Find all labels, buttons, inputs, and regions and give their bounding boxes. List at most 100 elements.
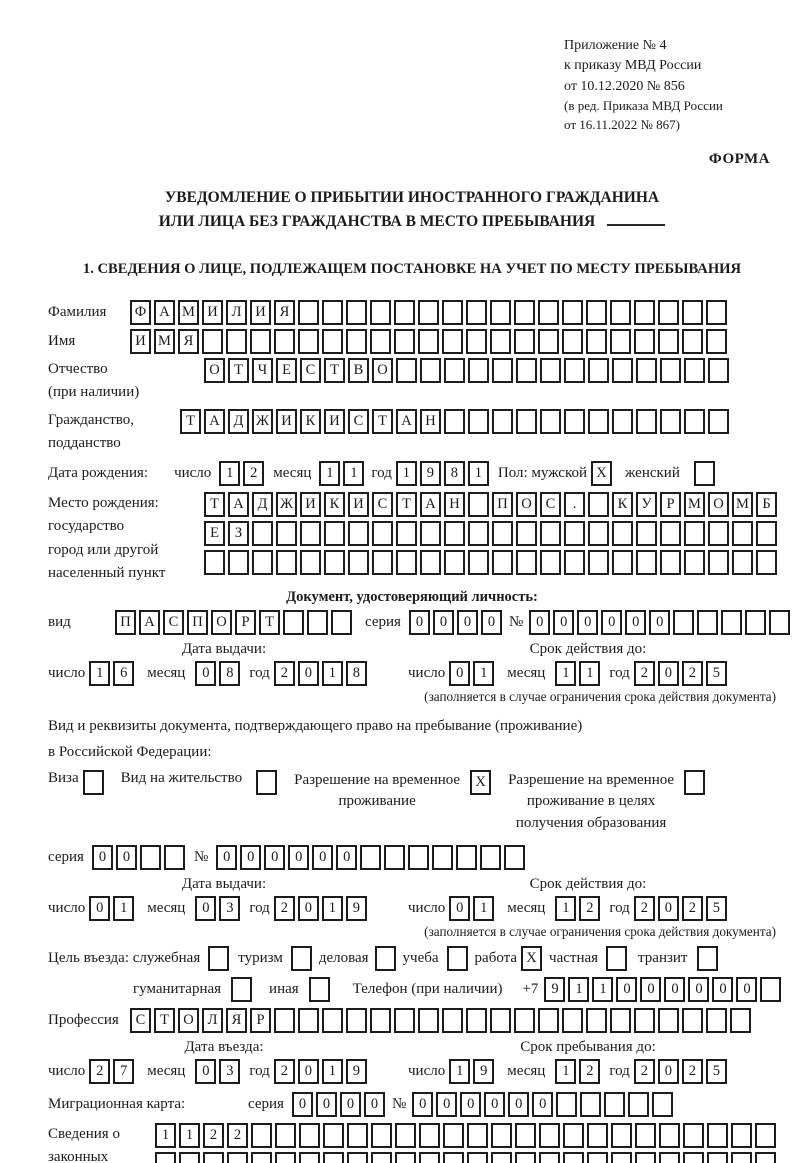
char-box — [298, 329, 319, 355]
char-box: В — [348, 358, 369, 384]
citizenship-label-line1: Гражданство, — [48, 411, 135, 428]
char-box — [628, 1091, 650, 1117]
char-box: 1 — [555, 895, 577, 921]
month-label: месяц — [507, 899, 546, 916]
char-box: 1 — [555, 661, 577, 687]
day-label: число — [408, 665, 446, 682]
char-box: 9 — [419, 461, 441, 487]
char-box — [673, 610, 695, 636]
char-box: С — [372, 492, 393, 518]
char-box: Ж — [252, 408, 273, 434]
char-box: 0 — [240, 844, 262, 870]
char-box — [283, 610, 304, 636]
char-box — [468, 550, 489, 576]
char-box — [514, 300, 535, 326]
day-label: число — [174, 465, 212, 482]
char-box — [82, 769, 104, 795]
char-box — [539, 1151, 560, 1163]
char-box — [634, 1007, 655, 1033]
char-box: П — [492, 492, 513, 518]
char-box — [660, 358, 681, 384]
char-box — [564, 521, 585, 547]
char-box — [684, 408, 705, 434]
char-box: И — [276, 408, 297, 434]
char-box: Л — [202, 1007, 223, 1033]
char-box — [370, 329, 391, 355]
surname-label: Фамилия — [48, 304, 107, 321]
rdoc-expiry-label: Срок действия до: — [529, 875, 647, 892]
char-box: О — [178, 1007, 199, 1033]
char-box — [420, 550, 441, 576]
char-box — [420, 521, 441, 547]
month-label: месяц — [147, 899, 186, 916]
char-box — [322, 300, 343, 326]
purpose-label: Цель въезда: служебная — [48, 949, 201, 966]
char-box — [490, 329, 511, 355]
purpose-study-label: учеба — [402, 949, 439, 966]
char-box — [514, 1007, 535, 1033]
char-box — [516, 550, 537, 576]
char-box — [374, 945, 396, 971]
char-box: О — [708, 492, 729, 518]
char-box — [324, 550, 345, 576]
char-box: О — [516, 492, 537, 518]
char-box — [684, 521, 705, 547]
char-box: Р — [250, 1007, 271, 1033]
char-box: 1 — [113, 895, 135, 921]
char-box: 0 — [640, 976, 662, 1002]
section1-heading: 1. СВЕДЕНИЯ О ЛИЦЕ, ПОДЛЕЖАЩЕМ ПОСТАНОВК… — [82, 261, 742, 278]
residence-doc-checkboxes-row: Виза Вид на жительство Разрешение на вре… — [48, 769, 776, 835]
char-box: 7 — [113, 1058, 135, 1084]
char-box: 1 — [343, 461, 365, 487]
char-box — [756, 550, 777, 576]
char-box — [516, 521, 537, 547]
purpose-study-checkbox — [446, 945, 471, 971]
char-box — [384, 844, 406, 870]
char-box — [683, 1151, 704, 1163]
char-box: 2 — [681, 661, 703, 687]
order-annotation: Приложение № 4 к приказу МВД России от 1… — [564, 36, 776, 135]
char-box: 2 — [227, 1122, 248, 1148]
char-box — [540, 550, 561, 576]
char-box: Ф — [130, 300, 151, 326]
char-box: 2 — [273, 1058, 295, 1084]
month-label: месяц — [147, 665, 186, 682]
patronymic-label-line2: (при наличии) — [48, 384, 140, 401]
rdoc-number-label: № — [193, 848, 209, 865]
profession-label: Профессия — [48, 1011, 119, 1028]
char-box — [226, 329, 247, 355]
char-box — [659, 1151, 680, 1163]
char-box: И — [348, 492, 369, 518]
char-box — [228, 550, 249, 576]
char-box — [231, 976, 253, 1002]
char-box: 0 — [297, 661, 319, 687]
patronymic-label: Отчество (при наличии) — [48, 358, 204, 405]
char-box: 6 — [113, 661, 135, 687]
char-box — [660, 521, 681, 547]
char-box — [610, 329, 631, 355]
char-box: 3 — [219, 1058, 241, 1084]
char-box: А — [396, 408, 417, 434]
char-box — [371, 1122, 392, 1148]
char-box — [612, 550, 633, 576]
rdoc-issue-label: Дата выдачи: — [181, 875, 267, 892]
char-box: 0 — [456, 610, 478, 636]
char-box — [706, 300, 727, 326]
char-box — [604, 1091, 626, 1117]
char-box — [179, 1151, 200, 1163]
char-box: 1 — [579, 661, 601, 687]
char-box: К — [324, 492, 345, 518]
char-box: 1 — [155, 1122, 176, 1148]
rvp-label-line2: проживание — [338, 793, 416, 810]
char-box — [580, 1091, 602, 1117]
char-box — [299, 1122, 320, 1148]
char-box: Т — [154, 1007, 175, 1033]
